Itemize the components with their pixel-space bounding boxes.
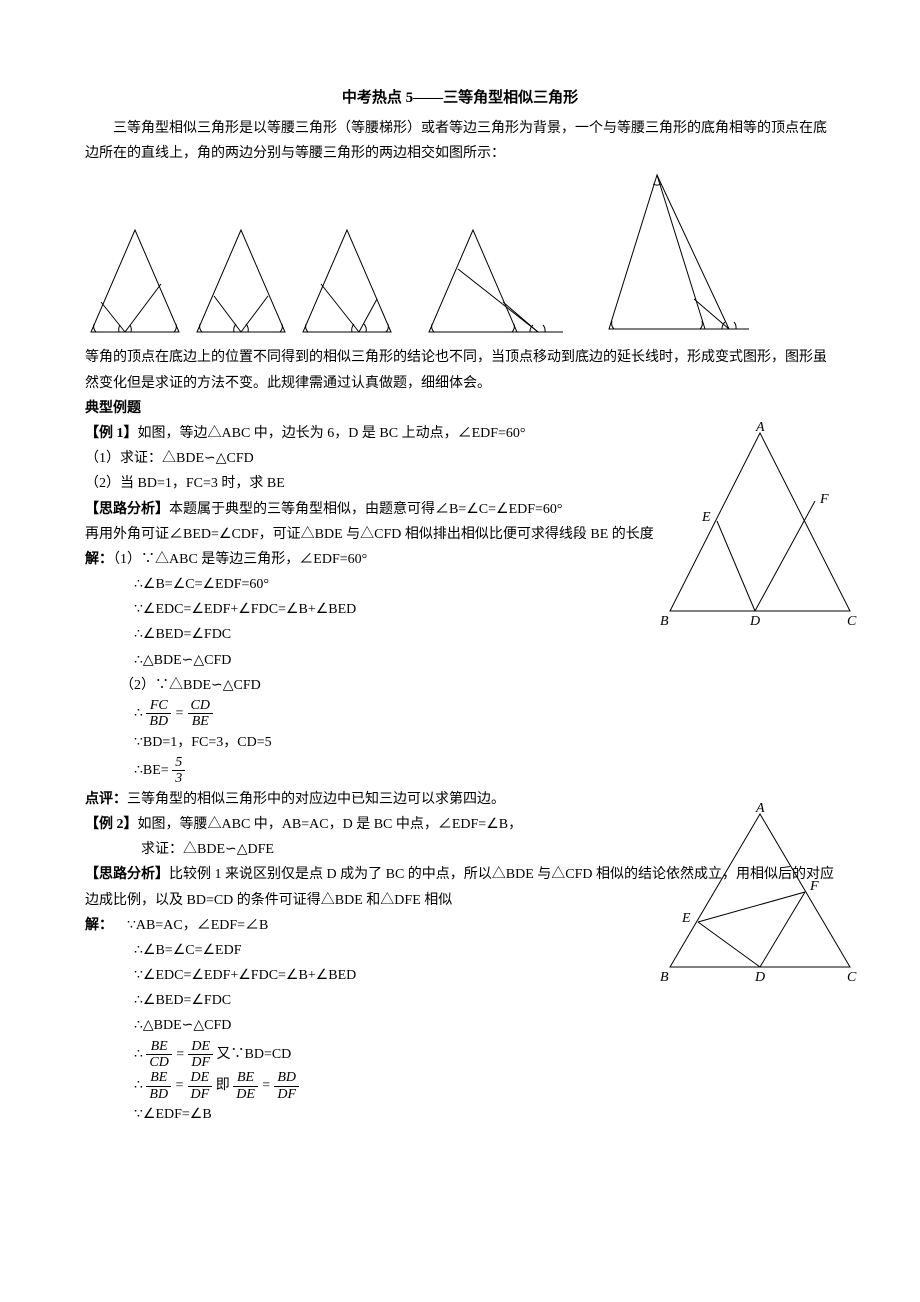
diagram-2	[191, 224, 291, 339]
frac-num: DE	[188, 1039, 213, 1055]
ex1-sol-tag: 解：	[85, 552, 113, 567]
svg-text:A: A	[755, 802, 765, 816]
ex1-frac-2: 53	[172, 755, 185, 787]
frac-eq: =	[175, 706, 188, 721]
example-2: A B C D E F 【例 2】如图，等腰△ABC 中，AB=AC，D 是 B…	[85, 812, 835, 1127]
frac-num: BE	[146, 1039, 171, 1055]
frac-den: DF	[274, 1087, 299, 1102]
ex2-frac-2a: BEBD	[146, 1070, 171, 1102]
frac-den: CD	[146, 1055, 171, 1070]
svg-text:D: D	[754, 970, 765, 985]
svg-text:B: B	[660, 614, 669, 629]
ex2-sol-l7: ∴ BEBD = DEDF 即 BEDE = BDDF	[85, 1070, 835, 1102]
ex2-sol-l6: ∴ BECD = DEDF 又∵BD=CD	[85, 1039, 835, 1071]
frac-den: BD	[146, 1087, 171, 1102]
frac-num: BE	[233, 1070, 258, 1086]
ex1-comment-tag: 点评：	[85, 792, 127, 807]
svg-text:C: C	[847, 970, 857, 985]
frac-num: CD	[188, 698, 213, 714]
frac-eq: =	[175, 1079, 188, 1094]
svg-text:B: B	[660, 970, 669, 985]
frac-num: 5	[172, 755, 185, 771]
frac-num: DE	[188, 1070, 213, 1086]
example-2-figure: A B C D E F	[660, 802, 865, 987]
ex2-sol-l8: ∵∠EDF=∠B	[85, 1102, 835, 1127]
ex2-sol-l4: ∴∠BED=∠FDC	[85, 988, 835, 1013]
frac-num: BD	[274, 1070, 299, 1086]
ex1-stem-text: 如图，等边△ABC 中，边长为 6，D 是 BC 上动点，∠EDF=60°	[138, 426, 526, 441]
ex2-analysis-tag: 【思路分析】	[85, 867, 169, 882]
ex1-sol-l1: （1）∵△ABC 是等边三角形，∠EDF=60°	[113, 552, 367, 567]
ex2-sol-l5: ∴△BDE∽△CFD	[85, 1013, 835, 1038]
svg-text:A: A	[755, 421, 765, 435]
svg-text:E: E	[701, 510, 711, 525]
ex2-frac-3a: BEDE	[233, 1070, 258, 1102]
ex1-analysis-text-1: 本题属于典型的三等角型相似，由题意可得∠B=∠C=∠EDF=60°	[169, 502, 563, 517]
svg-text:D: D	[749, 614, 760, 629]
svg-text:C: C	[847, 614, 857, 629]
page-title: 中考热点 5——三等角型相似三角形	[85, 85, 835, 112]
ex2-tag: 【例 2】	[85, 817, 138, 832]
diagram-5	[579, 169, 754, 339]
section-heading-examples: 典型例题	[85, 396, 835, 421]
ex1-sol-l9: ∴BE= 53	[85, 755, 835, 787]
ex2-sol-l7-pre: ∴	[134, 1079, 143, 1094]
ex2-stem-text: 如图，等腰△ABC 中，AB=AC，D 是 BC 中点，∠EDF=∠B，	[138, 817, 523, 832]
example-1: A B C D E F 【例 1】如图，等边△ABC 中，边长为 6，D 是 B…	[85, 421, 835, 812]
svg-text:F: F	[809, 879, 819, 894]
frac-den: BD	[146, 714, 171, 729]
frac-eq: =	[261, 1079, 274, 1094]
ex1-frac-1a: FCBD	[146, 698, 171, 730]
frac-num: FC	[146, 698, 171, 714]
ex2-sol-tag: 解：	[85, 918, 113, 933]
intro-paragraph-2: 等角的顶点在底边上的位置不同得到的相似三角形的结论也不同，当顶点移动到底边的延长…	[85, 345, 835, 395]
ex1-sol-l5: ∴△BDE∽△CFD	[85, 648, 835, 673]
ex1-sol-l7-pre: ∴	[134, 706, 143, 721]
ex2-sol-l6-pre: ∴	[134, 1047, 143, 1062]
frac-den: DF	[188, 1055, 213, 1070]
frac-den: DF	[188, 1087, 213, 1102]
frac-den: 3	[172, 771, 185, 786]
frac-den: BE	[188, 714, 213, 729]
svg-text:E: E	[681, 911, 691, 926]
ex1-tag: 【例 1】	[85, 426, 138, 441]
diagram-3	[297, 224, 397, 339]
example-1-figure: A B C D E F	[660, 421, 865, 636]
ex2-frac-1b: DEDF	[188, 1039, 213, 1071]
ex2-frac-1a: BECD	[146, 1039, 171, 1071]
diagram-4	[403, 224, 573, 339]
svg-text:F: F	[819, 492, 829, 507]
ex1-sol-l9-pre: ∴BE=	[134, 763, 169, 778]
ex2-sol-l6-mid: 又∵BD=CD	[217, 1047, 292, 1062]
frac-num: BE	[146, 1070, 171, 1086]
ex1-analysis-tag: 【思路分析】	[85, 502, 169, 517]
ex1-comment-text: 三等角型的相似三角形中的对应边中已知三边可以求第四边。	[127, 792, 505, 807]
diagram-1	[85, 224, 185, 339]
frac-eq: =	[175, 1047, 188, 1062]
intro-diagrams	[85, 169, 835, 339]
ex2-sol-l7-mid: 即	[216, 1079, 234, 1094]
ex2-sol-l1: ∵AB=AC，∠EDF=∠B	[127, 918, 268, 933]
ex2-frac-3b: BDDF	[274, 1070, 299, 1102]
ex2-frac-2b: DEDF	[188, 1070, 213, 1102]
ex1-sol-l7: ∴ FCBD = CDBE	[85, 698, 835, 730]
ex1-sol-l6a: （2）∵△BDE∽△CFD	[85, 673, 835, 698]
ex1-sol-l8: ∵BD=1，FC=3，CD=5	[85, 730, 835, 755]
ex1-frac-1b: CDBE	[188, 698, 213, 730]
frac-den: DE	[233, 1087, 258, 1102]
intro-paragraph-1: 三等角型相似三角形是以等腰三角形（等腰梯形）或者等边三角形为背景，一个与等腰三角…	[85, 116, 835, 166]
